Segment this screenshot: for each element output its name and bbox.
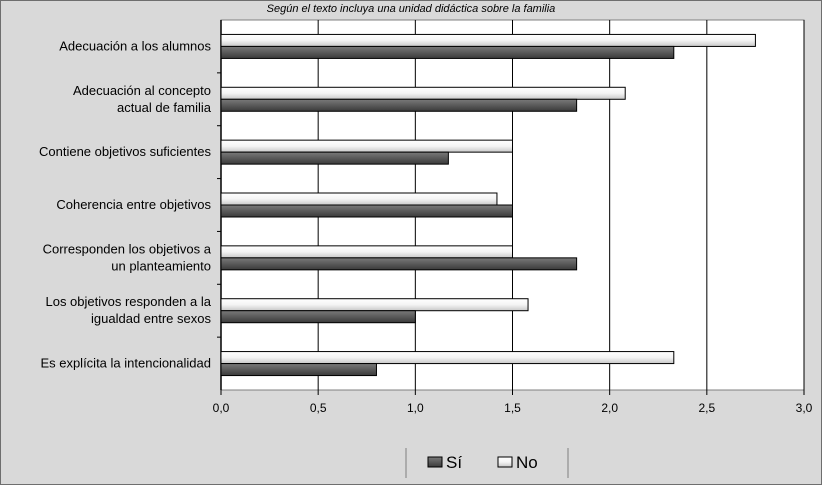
legend-label: Sí [446, 453, 462, 472]
category-label: Es explícita la intencionalidad [40, 356, 211, 371]
category-label: Adecuación a los alumnos [59, 38, 211, 53]
bar-no [220, 245, 513, 259]
x-tick-label: 2,0 [601, 401, 618, 415]
bar-si [220, 257, 578, 271]
bar-no [220, 139, 513, 153]
chart-title: Según el texto incluya una unidad didáct… [266, 3, 556, 15]
bar-no [220, 298, 529, 312]
legend-swatch [497, 456, 513, 468]
bar-no [220, 86, 626, 100]
legend-swatch [427, 456, 443, 468]
bar-si [220, 310, 416, 324]
bar-si [220, 45, 675, 59]
category-label: Los objetivos responden a la [45, 294, 211, 309]
x-tick-label: 3,0 [796, 401, 813, 415]
category-label: Corresponden los objetivos a [43, 241, 212, 256]
category-label: Coherencia entre objetivos [56, 197, 211, 212]
x-tick-label: 0,0 [213, 401, 230, 415]
category-label: Adecuación al concepto [73, 83, 211, 98]
bar-no [220, 351, 675, 365]
legend-label: No [516, 453, 538, 472]
bar-si [220, 98, 578, 112]
x-tick-label: 1,0 [407, 401, 424, 415]
category-label: un planteamiento [111, 258, 211, 273]
category-label: actual de familia [117, 100, 212, 115]
category-label: igualdad entre sexos [91, 311, 211, 326]
bar-si [220, 204, 513, 218]
bar-no [220, 33, 756, 47]
x-tick-label: 0,5 [310, 401, 327, 415]
x-tick-label: 2,5 [698, 401, 715, 415]
bar-no [220, 192, 498, 206]
x-tick-label: 1,5 [504, 401, 521, 415]
bar-si [220, 363, 377, 377]
bar-si [220, 151, 449, 165]
category-label: Contiene objetivos suficientes [39, 144, 211, 159]
